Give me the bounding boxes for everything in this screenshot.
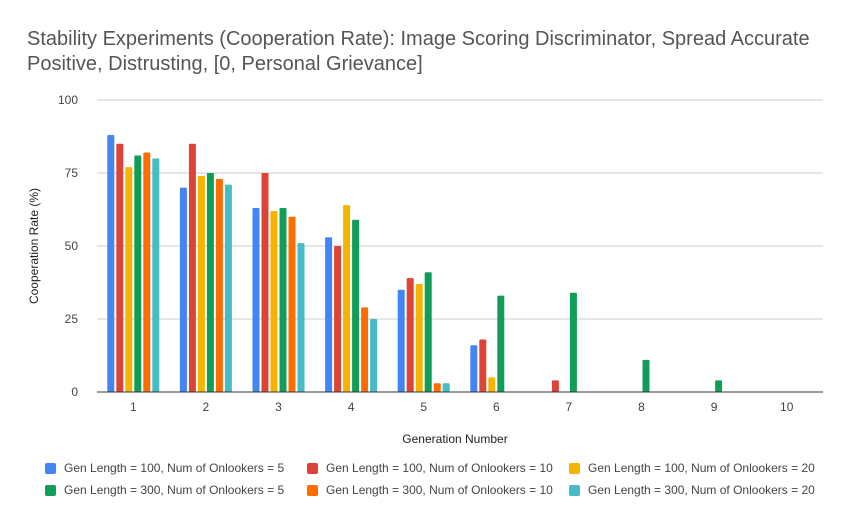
bar: [415, 283, 423, 392]
bar: [152, 158, 160, 392]
legend-item: Gen Length = 100, Num of Onlookers = 10: [302, 461, 564, 475]
bar: [433, 383, 441, 392]
bar: [270, 210, 278, 392]
y-tick-label: 75: [65, 166, 79, 180]
legend-label: Gen Length = 300, Num of Onlookers = 20: [588, 483, 815, 497]
bar: [143, 152, 151, 392]
chart-legend: Gen Length = 100, Num of Onlookers = 5 Ge…: [40, 461, 830, 497]
legend-label: Gen Length = 100, Num of Onlookers = 5: [64, 461, 285, 475]
bar: [261, 173, 269, 392]
bar: [642, 359, 650, 392]
bar: [551, 380, 559, 392]
bar: [352, 219, 360, 392]
bar: [397, 289, 405, 392]
bar: [334, 246, 342, 392]
bar: [224, 184, 232, 392]
x-tick-label: 1: [130, 400, 137, 414]
bar: [134, 155, 142, 392]
legend-item: Gen Length = 300, Num of Onlookers = 5: [40, 483, 302, 497]
bar: [343, 205, 351, 392]
legend-item: Gen Length = 300, Num of Onlookers = 10: [302, 483, 564, 497]
y-tick-label: 0: [71, 385, 78, 399]
bar: [715, 380, 723, 392]
legend-swatch: [569, 462, 580, 474]
legend-swatch: [307, 484, 318, 496]
legend-label: Gen Length = 300, Num of Onlookers = 10: [326, 483, 553, 497]
x-tick-label: 4: [348, 400, 355, 414]
bar: [206, 173, 214, 392]
chart-title: Stability Experiments (Cooperation Rate)…: [27, 28, 810, 75]
bar: [479, 339, 487, 392]
bar: [497, 295, 505, 392]
legend-swatch: [569, 484, 580, 496]
bar: [325, 237, 333, 392]
bar: [406, 278, 414, 392]
x-tick-label: 2: [203, 400, 210, 414]
x-axis-label: Generation Number: [402, 432, 507, 446]
bar: [297, 243, 305, 392]
bar: [215, 178, 223, 392]
bar: [279, 208, 287, 392]
legend-swatch: [45, 484, 56, 496]
bar: [442, 383, 450, 392]
legend-label: Gen Length = 100, Num of Onlookers = 20: [588, 461, 815, 475]
x-tick-label: 5: [420, 400, 427, 414]
bar: [470, 345, 478, 392]
x-tick-label: 7: [566, 400, 573, 414]
y-tick-label: 25: [65, 312, 79, 326]
legend-swatch: [45, 462, 56, 474]
bar: [252, 208, 260, 392]
x-tick-label: 9: [711, 400, 718, 414]
x-tick-label: 10: [780, 400, 794, 414]
bar: [370, 319, 378, 392]
y-axis-label: Cooperation Rate (%): [27, 188, 41, 304]
x-tick-label: 6: [493, 400, 500, 414]
bar: [361, 307, 369, 392]
legend-label: Gen Length = 300, Num of Onlookers = 5: [64, 483, 285, 497]
legend-label: Gen Length = 100, Num of Onlookers = 10: [326, 461, 553, 475]
bar: [424, 272, 432, 392]
bar: [125, 167, 133, 392]
y-tick-label: 50: [65, 239, 79, 253]
legend-item: Gen Length = 100, Num of Onlookers = 5: [40, 461, 302, 475]
bar: [488, 377, 496, 392]
legend-swatch: [307, 462, 318, 474]
bar: [116, 143, 124, 392]
y-tick-label: 100: [58, 93, 78, 107]
x-tick-label: 3: [275, 400, 282, 414]
bar: [179, 187, 187, 392]
legend-item: Gen Length = 300, Num of Onlookers = 20: [564, 483, 826, 497]
bar: [197, 175, 205, 392]
bar: [107, 135, 115, 393]
bar: [188, 143, 196, 392]
legend-item: Gen Length = 100, Num of Onlookers = 20: [564, 461, 826, 475]
bar: [288, 216, 296, 392]
x-tick-label: 8: [638, 400, 645, 414]
bar: [569, 292, 577, 392]
